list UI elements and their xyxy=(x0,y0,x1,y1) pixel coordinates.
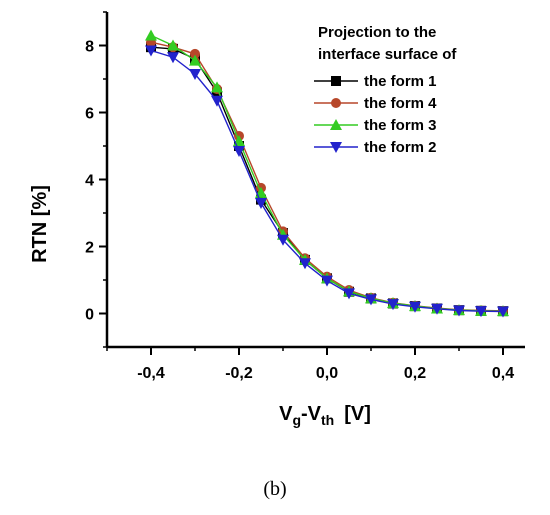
y-tick-label: 0 xyxy=(85,307,94,324)
data-point xyxy=(255,197,267,209)
legend-swatch-marker xyxy=(331,76,341,86)
legend-label: the form 2 xyxy=(364,139,437,156)
data-point xyxy=(190,48,200,59)
y-tick-label: 4 xyxy=(85,173,94,190)
legend-swatch-marker xyxy=(331,98,341,108)
x-tick-label: 0,0 xyxy=(316,365,338,382)
data-point xyxy=(233,146,245,158)
legend-label: the form 1 xyxy=(364,73,437,90)
legend-item: the form 3 xyxy=(314,117,437,134)
data-point xyxy=(167,39,179,51)
legend-item: the form 4 xyxy=(314,95,437,112)
data-point xyxy=(409,301,421,313)
legend-label: the form 3 xyxy=(364,117,437,134)
x-tick-label: 0,2 xyxy=(404,365,426,382)
data-point xyxy=(431,303,443,315)
legend-label: the form 4 xyxy=(364,95,437,112)
data-point xyxy=(453,305,465,317)
legend-item: the form 1 xyxy=(314,73,437,90)
x-axis-title: Vg-Vth [V] xyxy=(279,403,371,428)
series-4 xyxy=(145,45,509,318)
x-tick-label: -0,2 xyxy=(225,365,253,382)
x-axis-title-mid: -V xyxy=(301,403,322,425)
series-3 xyxy=(145,29,509,317)
data-point xyxy=(145,29,157,41)
x-axis-title-sub-g: g xyxy=(292,412,301,428)
data-point xyxy=(277,234,289,246)
data-point xyxy=(211,81,223,93)
legend-title-line2: interface surface of xyxy=(318,46,457,63)
data-point xyxy=(211,95,223,107)
x-tick-label: 0,4 xyxy=(492,365,514,382)
data-point xyxy=(189,54,201,66)
legend-swatch-marker xyxy=(330,119,342,130)
series-line xyxy=(150,34,504,312)
series-line xyxy=(150,41,504,312)
axes xyxy=(105,12,525,349)
x-axis-title-v: V xyxy=(279,403,293,425)
data-point xyxy=(299,258,311,270)
legend: Projection to the interface surface of t… xyxy=(314,24,457,156)
data-point xyxy=(387,299,399,311)
x-axis-title-unit: [V] xyxy=(344,403,371,425)
legend-item: the form 2 xyxy=(314,139,437,156)
data-point xyxy=(189,68,201,80)
legend-swatch-marker xyxy=(330,142,342,153)
x-axis-title-sub-th: th xyxy=(321,412,334,428)
series-layer xyxy=(145,29,509,318)
rtn-chart: 0 2 4 6 8 -0,4 -0,2 0,0 0,2 0,4 Projection to the… xyxy=(29,11,525,428)
legend-title-line1: Projection to the xyxy=(318,24,436,41)
y-tick-label: 6 xyxy=(85,106,94,123)
data-point xyxy=(321,275,333,287)
data-point xyxy=(365,294,377,306)
y-tick-label: 8 xyxy=(85,39,94,56)
x-tick-label: -0,4 xyxy=(137,365,165,382)
y-tick-label: 2 xyxy=(85,240,94,257)
data-point xyxy=(497,306,509,318)
legend-items: the form 1 the form 4 the form 3 the form 2 xyxy=(314,73,437,156)
data-point xyxy=(145,45,157,57)
data-point xyxy=(234,141,244,151)
ticks: 0 2 4 6 8 -0,4 -0,2 0,0 0,2 0,4 xyxy=(85,11,514,382)
data-point xyxy=(343,288,355,300)
data-point xyxy=(475,306,487,318)
figure-caption: (b) xyxy=(263,478,287,500)
series-line xyxy=(150,46,504,312)
y-axis-title: RTN [%] xyxy=(29,185,51,263)
data-point xyxy=(167,52,179,64)
